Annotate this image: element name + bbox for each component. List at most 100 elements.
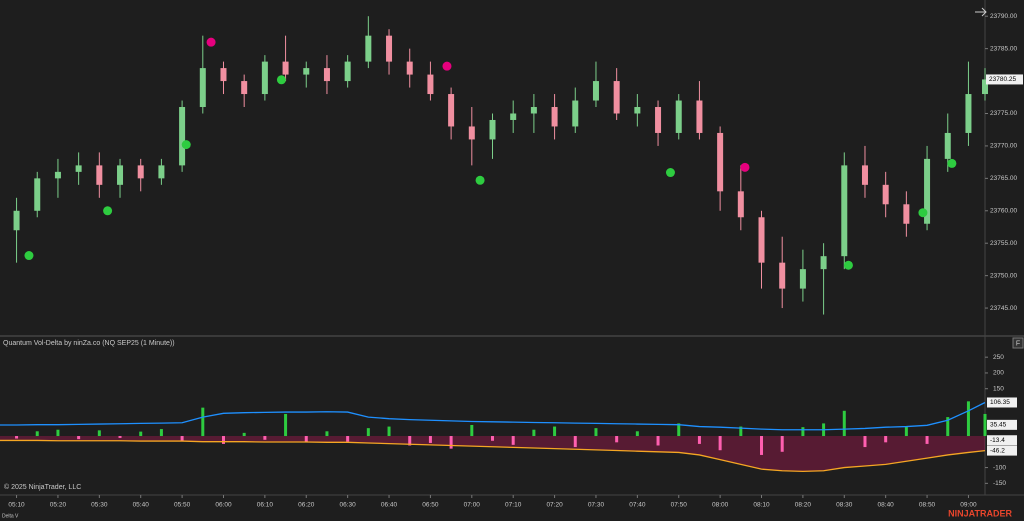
candle-body (675, 100, 682, 133)
delta-bar (139, 431, 143, 437)
delta-bar (221, 436, 225, 444)
delta-line (0, 401, 986, 431)
signal-dot (843, 260, 853, 270)
delta-bar (656, 436, 660, 446)
value-badge-label: -46.2 (990, 447, 1005, 454)
candle-body (717, 132, 724, 192)
candle-body (179, 107, 186, 166)
delta-bar (884, 436, 888, 443)
candle-body (820, 256, 827, 270)
delta-bar (325, 431, 329, 437)
y-tick-label: 23755.00 (990, 240, 1017, 247)
signal-dot (181, 140, 191, 150)
value-badge (987, 397, 1017, 408)
y-tick-label: 23765.00 (990, 175, 1017, 182)
delta-bar (56, 429, 60, 437)
candle-body (551, 107, 558, 127)
candle-body (510, 113, 517, 120)
delta-bar (366, 428, 370, 437)
x-tick-label: 07:30 (588, 502, 605, 509)
x-tick-label: 05:30 (91, 502, 108, 509)
signal-dot (442, 61, 452, 71)
delta-bar (983, 413, 987, 437)
candle-body (841, 165, 848, 257)
y-tick-label: 200 (993, 370, 1004, 377)
delta-bar (697, 436, 701, 444)
y-tick-label: 150 (993, 385, 1004, 392)
candle-body (75, 165, 82, 172)
delta-bar (553, 426, 557, 437)
delta-bar (677, 423, 681, 437)
candle-body (634, 107, 641, 114)
candle-body (448, 94, 455, 127)
scroll-icon[interactable] (975, 7, 987, 17)
delta-bar (946, 417, 950, 437)
candle-body (903, 204, 910, 224)
x-tick-label: 07:10 (505, 502, 522, 509)
delta-bar (760, 436, 764, 455)
x-tick-label: 06:30 (340, 502, 357, 509)
candle-body (323, 68, 330, 82)
delta-bar (863, 436, 867, 448)
delta-bar (635, 431, 639, 437)
candle-body (199, 68, 206, 108)
x-tick-label: 08:00 (712, 502, 729, 509)
delta-line (0, 439, 986, 472)
delta-bar (594, 428, 598, 437)
value-badge (987, 445, 1017, 456)
x-tick-label: 06:20 (298, 502, 315, 509)
y-tick-label: 23785.00 (990, 45, 1017, 52)
x-tick-label: 08:40 (878, 502, 895, 509)
candle-body (137, 165, 144, 179)
candle-body (944, 132, 951, 159)
candle-body (696, 100, 703, 133)
delta-bar (159, 429, 163, 437)
signal-dot (918, 208, 928, 218)
value-badge-label: 35.45 (990, 422, 1007, 429)
candle-body (220, 68, 227, 82)
x-tick-label: 05:20 (50, 502, 67, 509)
panel-button-label[interactable]: F (1016, 340, 1020, 347)
indicator-title: Quantum Vol-Delta by ninZa.co (NQ SEP25 … (3, 340, 175, 347)
delta-bar (718, 436, 722, 451)
signal-dot (103, 206, 113, 216)
x-tick-label: 06:00 (215, 502, 232, 509)
candle-body (406, 61, 413, 75)
x-tick-label: 08:10 (753, 502, 770, 509)
panel-button[interactable] (1012, 337, 1024, 349)
candle-body (468, 126, 475, 140)
signal-dot (947, 158, 957, 168)
delta-bar (904, 426, 908, 437)
candle-body (54, 171, 61, 179)
candle-body (386, 35, 393, 62)
candle-body (924, 158, 931, 224)
candle-body (799, 269, 806, 289)
candle-body (34, 178, 41, 211)
y-tick-label: 250 (993, 354, 1004, 361)
candle-body (530, 107, 537, 114)
delta-bar (408, 436, 412, 446)
delta-bar (304, 436, 308, 443)
signal-dot (475, 175, 485, 185)
signal-dot (24, 251, 34, 261)
y-tick-label: 23760.00 (990, 207, 1017, 214)
delta-bar (35, 431, 39, 437)
candle-body (13, 210, 20, 231)
signal-dot (665, 168, 675, 178)
x-tick-label: 06:40 (381, 502, 398, 509)
delta-bar (77, 436, 81, 440)
candle-body (592, 81, 599, 101)
delta-bar (201, 407, 205, 437)
delta-bar (15, 436, 19, 439)
x-tick-label: 05:50 (174, 502, 191, 509)
candle-body (779, 262, 786, 289)
candle-body (261, 61, 268, 95)
candle-body (303, 68, 310, 75)
candle-body (427, 74, 434, 95)
x-tick-label: 08:30 (836, 502, 853, 509)
y-tick-label: 23745.00 (990, 305, 1017, 312)
delta-bar (573, 436, 577, 448)
delta-bar (263, 436, 267, 440)
delta-bar (180, 436, 184, 441)
